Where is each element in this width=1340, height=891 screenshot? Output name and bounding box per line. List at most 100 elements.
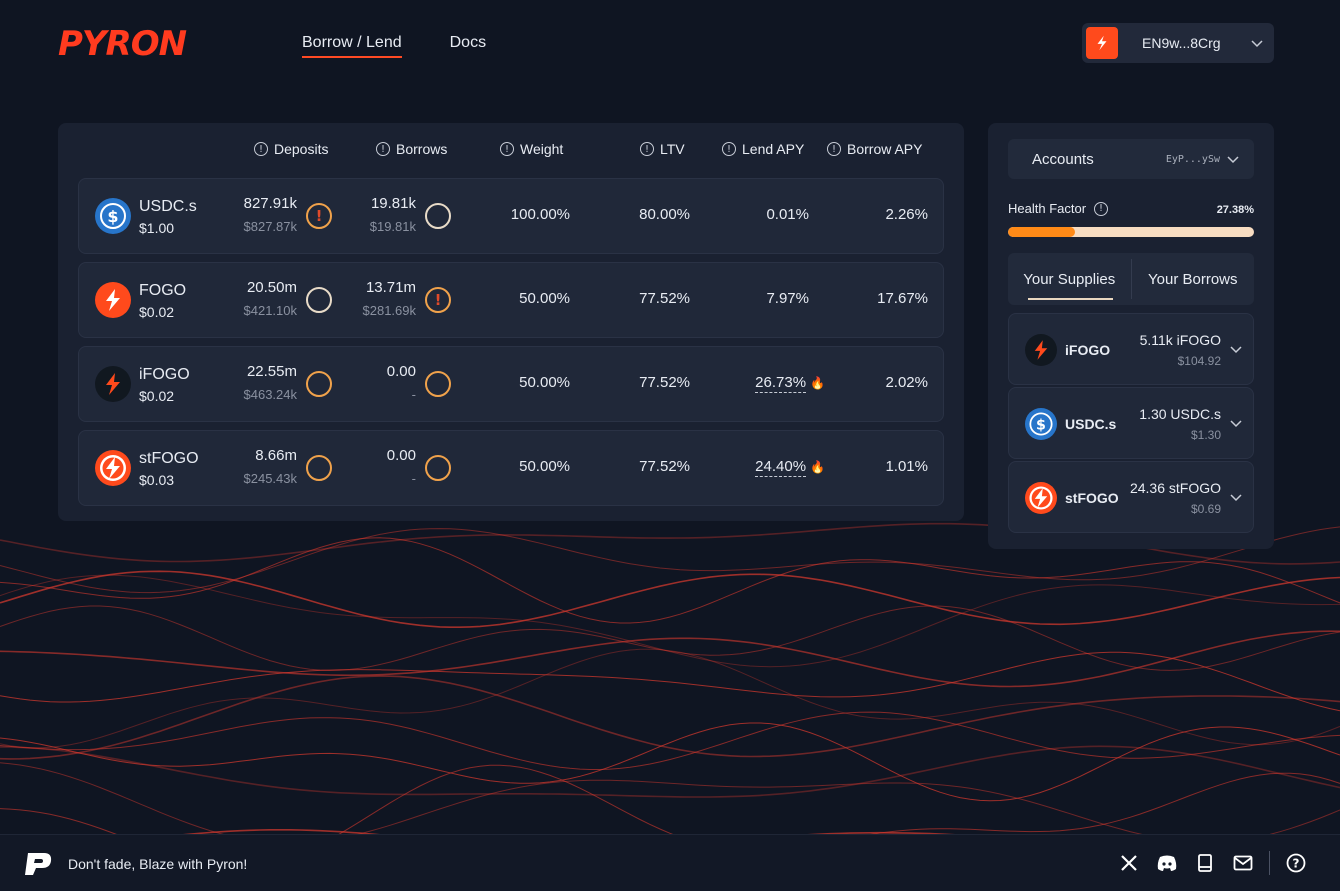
ltv-value: 77.52% xyxy=(639,374,690,391)
col-borrows[interactable]: ! Borrows xyxy=(376,141,447,157)
health-factor-bar xyxy=(1008,227,1254,237)
accounts-label: Accounts xyxy=(1032,150,1094,168)
info-icon[interactable]: ! xyxy=(1094,201,1109,216)
help-icon[interactable]: ? xyxy=(1284,851,1308,875)
ltv-value: 80.00% xyxy=(639,206,690,223)
supply-row-stfogo[interactable]: stFOGO 24.36 stFOGO $0.69 xyxy=(1008,461,1254,533)
supply-usd: $104.92 xyxy=(1177,354,1221,368)
health-factor-label: Health Factor! xyxy=(1008,201,1109,216)
ltv-value: 77.52% xyxy=(639,290,690,307)
lend-apy-value[interactable]: 26.73% 🔥 xyxy=(755,374,825,393)
top-nav: Borrow / Lend Docs xyxy=(302,34,486,58)
info-icon: ! xyxy=(722,142,736,156)
table-header: ! Deposits ! Borrows ! Weight ! LTV ! Lend AP… xyxy=(58,141,964,161)
tab-your-borrows[interactable]: Your Borrows xyxy=(1148,270,1238,288)
utilization-ring xyxy=(425,371,451,397)
supply-usd: $0.69 xyxy=(1190,502,1221,516)
deposits-amount: 827.91k xyxy=(243,195,297,212)
usdc-icon: $ xyxy=(95,198,131,234)
stfogo-icon xyxy=(95,450,131,486)
weight-value: 100.00% xyxy=(510,206,570,223)
market-row-ifogo[interactable]: iFOGO $0.02 22.55m $463.24k 0.00 - 50.00… xyxy=(78,346,944,422)
ltv-value: 77.52% xyxy=(639,458,690,475)
wallet-button[interactable]: EN9w...8Crg xyxy=(1082,23,1274,63)
utilization-ring xyxy=(306,287,332,313)
col-weight[interactable]: ! Weight xyxy=(500,141,563,157)
markets-table: ! Deposits ! Borrows ! Weight ! LTV ! Lend AP… xyxy=(58,123,964,521)
col-ltv[interactable]: ! LTV xyxy=(640,141,685,157)
borrows-amount: 0.00 xyxy=(386,363,416,380)
wallet-address: EN9w...8Crg xyxy=(1142,35,1221,51)
lend-apy-value: 0.01% xyxy=(766,206,809,223)
borrow-apy-value: 1.01% xyxy=(885,458,928,475)
supply-token-name: iFOGO xyxy=(1065,342,1111,358)
deposits-usd: $421.10k xyxy=(243,303,298,318)
chevron-down-icon[interactable] xyxy=(1229,416,1243,430)
supply-amount: 24.36 stFOGO xyxy=(1129,480,1221,496)
flame-icon: 🔥 xyxy=(810,376,825,390)
chevron-down-icon[interactable] xyxy=(1229,490,1243,504)
deposits-usd: $827.87k xyxy=(243,219,298,234)
nav-borrow-lend[interactable]: Borrow / Lend xyxy=(302,34,402,58)
info-icon: ! xyxy=(254,142,268,156)
warning-icon[interactable]: ! xyxy=(425,287,451,313)
token-price: $0.03 xyxy=(139,472,175,488)
supply-amount: 5.11k iFOGO xyxy=(1139,332,1221,348)
utilization-ring xyxy=(425,203,451,229)
tab-your-supplies[interactable]: Your Supplies xyxy=(1008,253,1131,305)
chevron-down-icon[interactable] xyxy=(1229,342,1243,356)
supply-amount: 1.30 USDC.s xyxy=(1139,406,1221,422)
fogo-icon xyxy=(95,282,131,318)
borrows-usd: $281.69k xyxy=(362,303,417,318)
health-factor-fill xyxy=(1008,227,1076,237)
x-icon[interactable] xyxy=(1117,851,1141,875)
col-borrow-apy[interactable]: ! Borrow APY xyxy=(827,141,922,157)
info-icon: ! xyxy=(640,142,654,156)
mail-icon[interactable] xyxy=(1231,851,1255,875)
borrow-apy-value: 2.02% xyxy=(885,374,928,391)
ifogo-icon xyxy=(95,366,131,402)
deposits-usd: $245.43k xyxy=(243,471,298,486)
token-price: $0.02 xyxy=(139,304,175,320)
account-panel: Accounts EyP...ySw Health Factor! 27.38%… xyxy=(988,123,1274,549)
lend-apy-value: 7.97% xyxy=(766,290,809,307)
supply-row-usdcs[interactable]: $ USDC.s 1.30 USDC.s $1.30 xyxy=(1008,387,1254,459)
warning-icon[interactable]: ! xyxy=(306,203,332,229)
svg-text:$: $ xyxy=(107,207,118,226)
supply-token-name: stFOGO xyxy=(1065,490,1119,506)
nav-docs[interactable]: Docs xyxy=(449,34,487,51)
info-icon: ! xyxy=(827,142,841,156)
borrows-amount: 19.81k xyxy=(370,195,416,212)
discord-icon[interactable] xyxy=(1155,851,1179,875)
borrows-usd: - xyxy=(411,387,416,402)
footer-tagline: Don't fade, Blaze with Pyron! xyxy=(68,856,248,872)
col-lend-apy[interactable]: ! Lend APY xyxy=(722,141,804,157)
accounts-dropdown[interactable]: Accounts EyP...ySw xyxy=(1008,139,1254,179)
token-price: $1.00 xyxy=(139,220,175,236)
col-deposits[interactable]: ! Deposits xyxy=(254,141,328,157)
lend-apy-value[interactable]: 24.40% 🔥 xyxy=(755,458,825,477)
svg-text:?: ? xyxy=(1293,857,1300,871)
account-address: EyP...ySw xyxy=(1165,153,1220,165)
supply-token-name: USDC.s xyxy=(1065,416,1117,432)
market-row-stfogo[interactable]: stFOGO $0.03 8.66m $245.43k 0.00 - 50.00… xyxy=(78,430,944,506)
weight-value: 50.00% xyxy=(519,374,570,391)
ifogo-icon xyxy=(1025,334,1057,366)
token-name: FOGO xyxy=(139,282,187,299)
market-row-fogo[interactable]: FOGO $0.02 20.50m $421.10k 13.71m $281.6… xyxy=(78,262,944,338)
market-row-usdcs[interactable]: $ USDC.s $1.00 827.91k $827.87k ! 19.81k… xyxy=(78,178,944,254)
borrows-usd: - xyxy=(411,471,416,486)
info-icon: ! xyxy=(500,142,514,156)
deposits-usd: $463.24k xyxy=(243,387,298,402)
supplies-borrows-tabs: Your Supplies Your Borrows xyxy=(1008,253,1254,305)
borrow-apy-value: 2.26% xyxy=(885,206,928,223)
borrow-apy-value: 17.67% xyxy=(877,290,928,307)
supply-row-ifogo[interactable]: iFOGO 5.11k iFOGO $104.92 xyxy=(1008,313,1254,385)
stfogo-icon xyxy=(1025,482,1057,514)
token-price: $0.02 xyxy=(139,388,175,404)
deposits-amount: 22.55m xyxy=(246,363,297,380)
token-name: stFOGO xyxy=(139,450,199,467)
book-icon[interactable] xyxy=(1193,851,1217,875)
pyron-logo[interactable]: PYRON xyxy=(58,24,187,64)
borrows-amount: 0.00 xyxy=(386,447,416,464)
